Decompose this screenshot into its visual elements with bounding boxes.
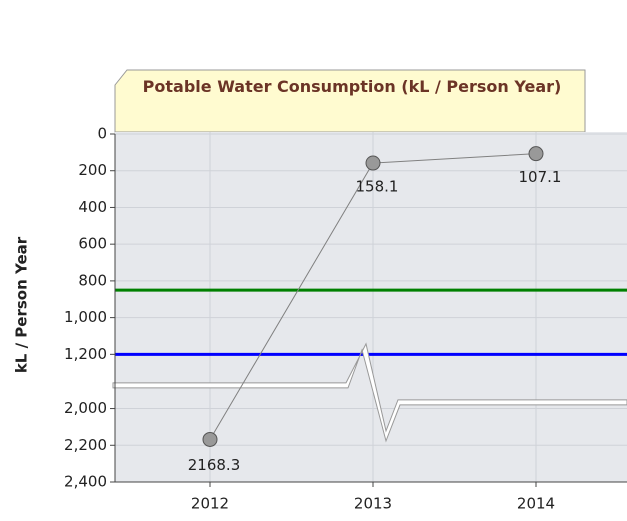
y-tick-label: 1,200 xyxy=(64,345,107,363)
data-label: 2168.3 xyxy=(188,456,241,474)
data-label: 107.1 xyxy=(519,168,562,186)
axis-break xyxy=(112,342,627,443)
y-axis-label: kL / Person Year xyxy=(13,236,31,373)
y-tick-label: 600 xyxy=(78,235,107,253)
title-tab xyxy=(114,69,586,133)
x-tick-label: 2012 xyxy=(191,495,229,513)
data-point xyxy=(365,155,381,171)
x-tick-label: 2013 xyxy=(354,495,392,513)
plot-area xyxy=(115,132,627,482)
y-tick-label: 1,000 xyxy=(64,308,107,326)
y-tick-label: 800 xyxy=(78,271,107,289)
y-tick-label: 2,000 xyxy=(64,399,107,417)
data-point xyxy=(528,146,544,162)
data-label: 158.1 xyxy=(356,178,399,196)
x-tick-label: 2014 xyxy=(517,495,555,513)
y-tick-label: 200 xyxy=(78,161,107,179)
y-tick-label: 2,400 xyxy=(64,473,107,491)
y-tick-label: 2,200 xyxy=(64,436,107,454)
data-point xyxy=(202,431,218,447)
y-tick-label: 400 xyxy=(78,198,107,216)
y-tick-label: 0 xyxy=(97,125,107,143)
chart-title: Potable Water Consumption (kL / Person Y… xyxy=(142,77,562,96)
